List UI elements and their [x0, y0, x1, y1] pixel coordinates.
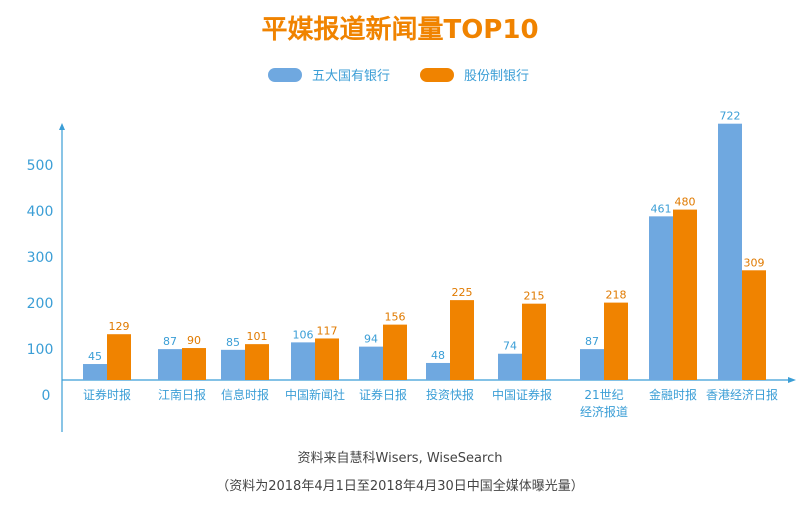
legend-swatch-1: [420, 68, 454, 82]
y-tick-label: 300: [27, 250, 54, 266]
bar-joint-stock-banks: [522, 303, 546, 380]
source-text: 资料来自慧科Wisers, WiseSearch: [298, 450, 503, 466]
data-label: 101: [247, 330, 268, 343]
x-tick-label: 香港经济日报: [706, 387, 778, 402]
legend-label-1: 股份制银行: [464, 69, 529, 84]
data-label: 225: [452, 286, 473, 299]
bar-state-banks: [718, 123, 742, 380]
x-tick-label: 江南日报: [158, 387, 206, 402]
bar-state-banks: [359, 346, 383, 380]
bar-joint-stock-banks: [107, 334, 131, 380]
legend: 五大国有银行 股份制银行: [268, 68, 529, 84]
bar-joint-stock-banks: [245, 344, 269, 380]
bar-state-banks: [221, 349, 245, 380]
data-label: 74: [503, 340, 517, 353]
y-tick-label: 200: [27, 296, 54, 312]
y-axis-arrow: [59, 123, 65, 130]
legend-label-0: 五大国有银行: [312, 69, 390, 84]
data-label: 156: [385, 311, 406, 324]
x-tick-label: 投资快报: [426, 387, 474, 402]
bar-joint-stock-banks: [450, 300, 474, 380]
data-label: 87: [585, 335, 599, 348]
legend-swatch-0: [268, 68, 302, 82]
note-text: （资料为2018年4月1日至2018年4月30日中国全媒体曝光量）: [216, 478, 584, 494]
bar-state-banks: [291, 342, 315, 380]
x-tick-label: 经济报道: [580, 404, 628, 419]
data-label: 218: [606, 289, 627, 302]
data-label: 94: [364, 333, 378, 346]
data-label: 85: [226, 336, 240, 349]
data-label: 106: [293, 328, 314, 341]
bar-joint-stock-banks: [182, 348, 206, 380]
bar-state-banks: [649, 216, 673, 380]
x-tick-label: 信息时报: [221, 387, 269, 402]
data-label: 215: [524, 290, 545, 303]
bar-state-banks: [426, 362, 450, 380]
y-tick-label: 400: [27, 204, 54, 220]
x-tick-label: 金融时报: [649, 387, 697, 402]
chart-title: 平媒报道新闻量TOP10: [261, 14, 538, 45]
data-label: 45: [88, 350, 102, 363]
bar-state-banks: [158, 349, 182, 380]
data-label: 129: [109, 320, 130, 333]
bar-joint-stock-banks: [315, 338, 339, 380]
x-tick-label: 21世纪: [584, 388, 623, 402]
data-label: 87: [163, 335, 177, 348]
data-label: 461: [651, 202, 672, 215]
bar-state-banks: [498, 353, 522, 380]
bar-joint-stock-banks: [383, 324, 407, 380]
y-tick-label: 100: [27, 342, 54, 358]
x-tick-label: 证券日报: [359, 387, 407, 402]
data-label: 48: [431, 349, 445, 362]
bar-joint-stock-banks: [673, 209, 697, 380]
data-label: 480: [675, 196, 696, 209]
bar-joint-stock-banks: [604, 302, 628, 380]
x-axis-arrow: [788, 377, 796, 383]
bar-joint-stock-banks: [742, 270, 766, 380]
data-label: 722: [720, 110, 741, 123]
x-tick-label: 中国新闻社: [285, 387, 345, 402]
bar-state-banks: [580, 349, 604, 380]
data-label: 90: [187, 334, 201, 347]
x-tick-label: 中国证券报: [492, 387, 552, 402]
data-label: 309: [744, 256, 765, 269]
data-label: 117: [317, 324, 338, 337]
x-tick-label: 证券时报: [83, 387, 131, 402]
y-tick-label: 0: [42, 388, 51, 404]
bar-state-banks: [83, 364, 107, 380]
y-tick-label: 500: [27, 158, 54, 174]
